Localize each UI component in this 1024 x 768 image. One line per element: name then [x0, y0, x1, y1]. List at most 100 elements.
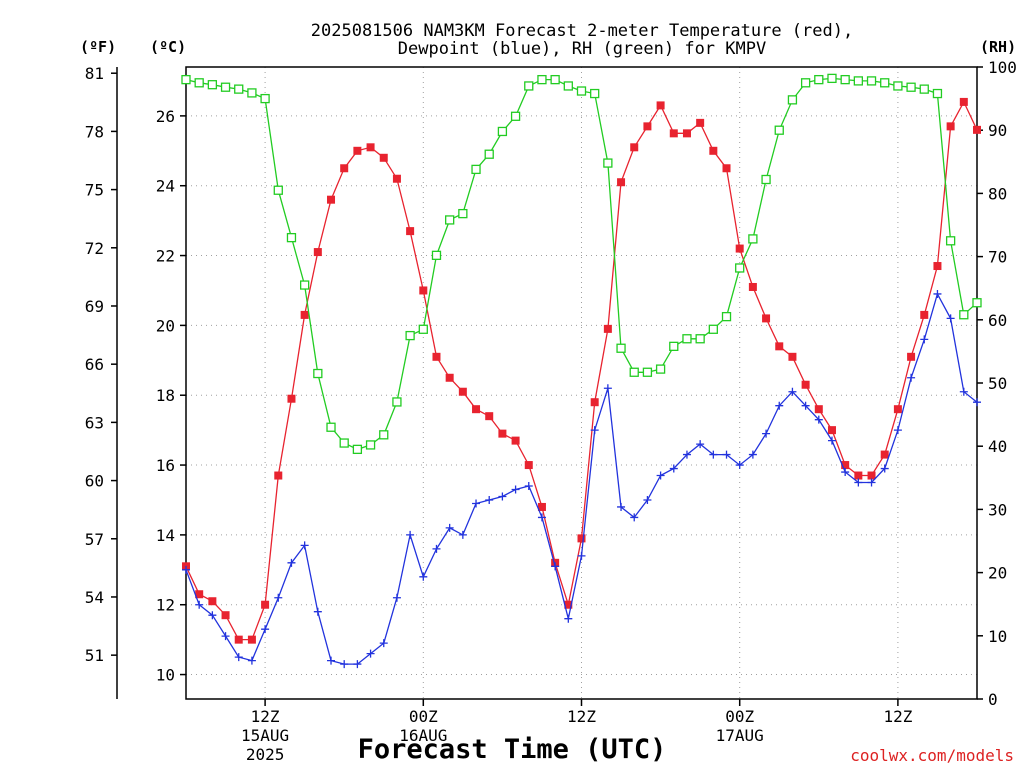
temperature-point	[603, 324, 612, 333]
fahrenheit-tick-label: 66	[85, 355, 104, 374]
rh-point	[866, 76, 877, 86]
temperature-point	[682, 129, 691, 138]
rh-point	[550, 74, 560, 85]
dewpoint-point	[814, 415, 823, 424]
rh-point	[682, 334, 692, 344]
temperature-point	[313, 248, 322, 257]
temperature-point	[261, 600, 270, 609]
dewpoint-point	[485, 495, 494, 504]
celsius-tick-label: 16	[156, 456, 175, 475]
rh-point	[537, 74, 547, 85]
rh-point	[524, 81, 534, 91]
dewpoint-point	[524, 482, 533, 491]
dewpoint-point	[643, 495, 652, 504]
temperature-point	[458, 387, 467, 396]
dewpoint-point	[564, 614, 573, 623]
time-tick-label: 17AUG	[716, 726, 764, 745]
celsius-axis: 10 12 14 16 18 20 22 24 26	[156, 107, 186, 685]
rh-tick-label: 60	[988, 311, 1007, 330]
rh-point	[497, 126, 508, 137]
rh-point	[418, 324, 428, 334]
temperature-point	[392, 174, 401, 183]
dewpoint-point	[406, 530, 415, 539]
temperature-point	[907, 352, 916, 361]
rh-point	[286, 232, 297, 243]
rh-point	[247, 88, 257, 98]
temperature-point	[762, 314, 771, 323]
temperature-point	[485, 412, 494, 421]
rh-line	[185, 77, 978, 451]
rh-point	[471, 164, 481, 175]
rh-tick-label: 70	[988, 248, 1007, 267]
temperature-point	[445, 373, 454, 382]
temperature-point	[841, 461, 850, 470]
dewpoint-point	[907, 373, 916, 382]
time-tick-label: 00Z	[725, 707, 754, 726]
rh-point	[787, 95, 798, 105]
dewpoint-point	[735, 461, 744, 470]
temperature-point	[247, 635, 256, 644]
temperature-point	[524, 461, 533, 470]
rh-point	[972, 298, 982, 308]
dewpoint-point	[392, 593, 401, 602]
rh-point	[563, 81, 573, 91]
time-tick-label: 12Z	[251, 707, 280, 726]
rh-point	[880, 78, 890, 88]
rh-point	[959, 310, 969, 320]
dewpoint-point	[551, 562, 560, 571]
temperature-point	[893, 405, 902, 414]
dewpoint-point	[577, 551, 586, 560]
rh-tick-label: 50	[988, 374, 1007, 393]
rh-point	[392, 397, 402, 407]
celsius-tick-label: 22	[156, 247, 175, 266]
time-tick-label: 2025	[246, 745, 285, 764]
dewpoint-point	[762, 429, 771, 438]
temperature-point	[564, 600, 573, 609]
rh-point	[906, 82, 916, 92]
rh-point	[590, 88, 600, 99]
title-line-1: 2025081506 NAM3KM Forecast 2-meter Tempe…	[311, 21, 853, 41]
fahrenheit-tick-label: 81	[85, 64, 104, 83]
x-axis-title: Forecast Time (UTC)	[358, 734, 667, 765]
dewpoint-point	[182, 565, 190, 574]
dewpoint-point	[827, 436, 836, 445]
rh-point	[603, 158, 613, 168]
temperature-series	[182, 97, 981, 644]
temperature-point	[419, 286, 428, 295]
rh-point	[339, 438, 349, 448]
temperature-point	[669, 129, 678, 138]
rh-point	[774, 125, 784, 135]
rh-series	[181, 73, 982, 455]
temperature-point	[735, 244, 744, 253]
temperature-point	[590, 398, 599, 407]
rh-point	[273, 185, 283, 195]
fahrenheit-unit-label: (ºF)	[80, 38, 116, 56]
rh-point	[260, 93, 270, 104]
celsius-tick-label: 18	[156, 386, 175, 405]
time-tick-label: 12Z	[883, 707, 912, 726]
temperature-point	[643, 122, 652, 131]
temperature-point	[748, 282, 757, 291]
temperature-point	[973, 125, 981, 134]
fahrenheit-tick-label: 69	[85, 297, 104, 316]
rh-point	[181, 74, 191, 85]
temperature-point	[537, 502, 546, 511]
fahrenheit-tick-label: 75	[85, 181, 104, 200]
rh-point	[735, 263, 745, 273]
dewpoint-point	[867, 478, 876, 487]
dewpoint-point	[696, 440, 705, 449]
dewpoint-point	[801, 401, 810, 410]
rh-point	[445, 215, 455, 225]
dewpoint-point	[854, 478, 863, 487]
temperature-point	[827, 426, 836, 435]
rh-point	[431, 250, 442, 260]
rh-point	[945, 236, 956, 246]
dewpoint-point	[788, 387, 797, 396]
title-line-2: Dewpoint (blue), RH (green) for KMPV	[398, 39, 766, 59]
time-tick-label: 15AUG	[241, 726, 289, 745]
rh-point	[405, 330, 415, 341]
rh-point	[853, 76, 863, 86]
rh-point	[708, 324, 718, 334]
temperature-point	[696, 118, 705, 127]
rh-point	[484, 149, 494, 159]
